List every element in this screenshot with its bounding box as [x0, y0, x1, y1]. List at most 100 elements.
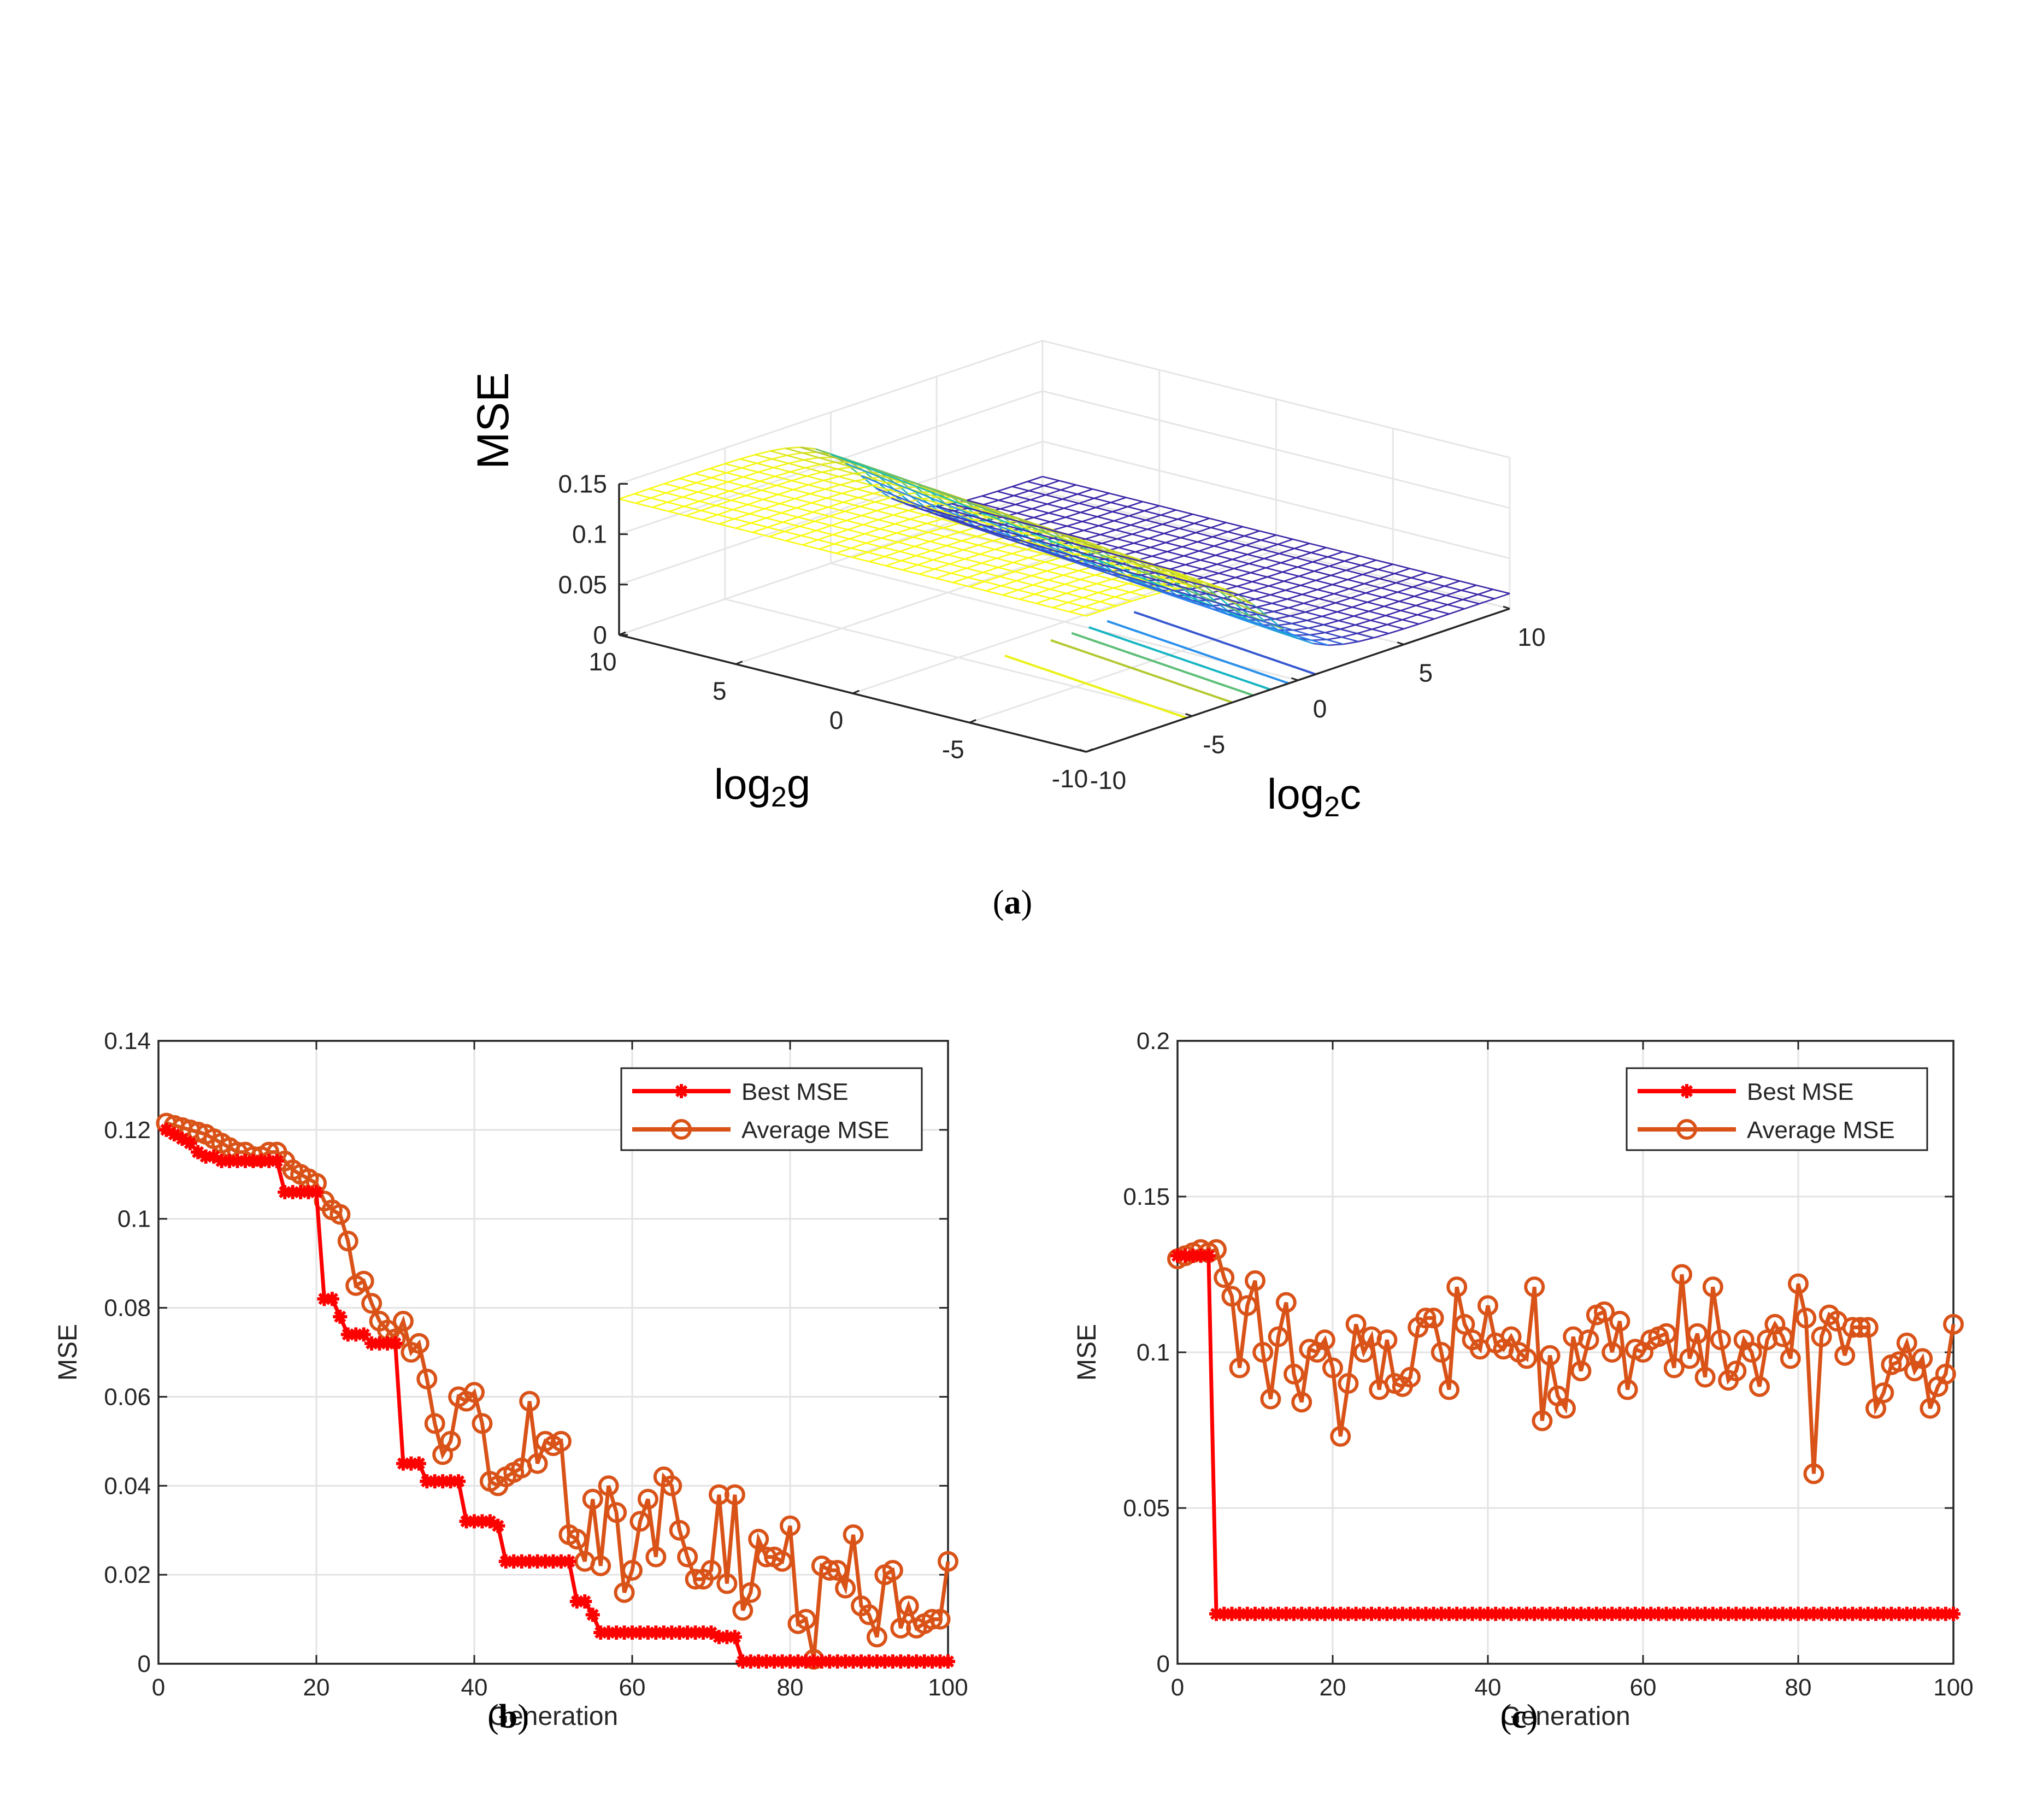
mesh-line [1185, 559, 1201, 566]
best-mse-marker [1535, 1606, 1550, 1621]
mesh-line [1051, 525, 1068, 531]
mesh-line [823, 475, 839, 481]
mesh-line [1162, 519, 1178, 525]
mesh-line [725, 458, 740, 464]
mesh-line [1323, 620, 1339, 626]
mesh-line [946, 540, 962, 546]
mesh-line [1128, 510, 1145, 517]
mesh-line [762, 493, 779, 500]
contour-line [1088, 626, 1271, 691]
best-mse-marker [443, 1474, 458, 1489]
mesh-line [807, 471, 822, 477]
best-mse-marker [640, 1625, 655, 1640]
best-mse-marker [1326, 1606, 1340, 1621]
average-mse-marker [614, 1582, 635, 1603]
average-mse-marker [1314, 1329, 1335, 1351]
average-mse-marker [732, 1600, 754, 1621]
mesh-line [864, 528, 880, 535]
y-tick-label: 0.2 [1137, 1028, 1170, 1055]
mesh-line [997, 486, 1012, 492]
mesh-line [760, 475, 775, 482]
mesh-line [758, 467, 774, 473]
mesh-line [945, 531, 961, 538]
best-mse-marker [711, 1630, 726, 1645]
best-mse-marker [743, 1654, 758, 1669]
best-mse-marker [317, 1292, 332, 1306]
mesh-line [913, 532, 929, 538]
mesh-line [1394, 568, 1410, 575]
mesh-line [1049, 584, 1066, 590]
average-mse-marker [1594, 1301, 1615, 1322]
average-mse-marker [1322, 1357, 1343, 1379]
best-mse-marker [191, 1145, 205, 1159]
best-mse-marker [1240, 1606, 1255, 1621]
mesh-line [993, 535, 1009, 541]
average-mse-marker [1275, 1292, 1297, 1313]
mesh-line [1082, 516, 1098, 522]
mesh-line [1296, 552, 1311, 559]
g-tick-label: 5 [713, 677, 727, 705]
average-mse-marker [1842, 1317, 1863, 1338]
mesh-line [951, 503, 1420, 625]
mesh-line [820, 462, 836, 466]
best-mse-marker [783, 1654, 797, 1669]
mesh-line [782, 516, 798, 523]
best-mse-marker [364, 1336, 379, 1351]
mesh-line [916, 550, 932, 557]
average-mse-marker [519, 1391, 540, 1412]
best-mse-marker [1636, 1606, 1650, 1621]
best-mse-marker [278, 1185, 292, 1199]
mesh-line [1232, 553, 1248, 561]
mesh-line [1253, 585, 1269, 592]
best-mse-marker [522, 1554, 537, 1569]
average-mse-marker [472, 1413, 493, 1434]
best-mse-marker [349, 1327, 363, 1342]
mesh-line [1028, 485, 1045, 492]
mesh-line [856, 485, 873, 490]
average-mse-marker [598, 1475, 619, 1497]
mesh-line [999, 570, 1015, 578]
best-mse-marker [420, 1474, 434, 1489]
mesh-line [1327, 551, 1344, 558]
mesh-line [1182, 541, 1198, 548]
mesh-line [963, 544, 979, 551]
mesh-line [734, 513, 750, 520]
best-mse-marker [1170, 1248, 1185, 1263]
best-mse-marker [1473, 1606, 1487, 1621]
average-mse-marker [780, 1515, 800, 1536]
mesh-line [1267, 571, 1283, 578]
mesh-line [938, 501, 954, 504]
best-mse-marker [617, 1625, 632, 1640]
average-mse-marker [337, 1230, 358, 1252]
mesh-line [1050, 516, 1066, 523]
mesh-line [1113, 582, 1129, 589]
average-mse-marker [1873, 1382, 1894, 1404]
best-mse-marker [309, 1185, 323, 1199]
caption-b: (b) [487, 1698, 529, 1735]
mesh-line [726, 467, 742, 474]
x-tick-label: 20 [1320, 1674, 1346, 1701]
best-mse-marker [1822, 1606, 1836, 1621]
best-mse-marker [1465, 1606, 1480, 1621]
mesh-line [1396, 577, 1412, 584]
best-mse-marker [1845, 1606, 1860, 1621]
mesh-line [778, 488, 794, 496]
mesh-line [1247, 549, 1263, 556]
g-tick [619, 631, 626, 636]
best-mse-marker [814, 1654, 829, 1669]
mesh-line [910, 514, 926, 520]
c-axis-label: log2c [1267, 770, 1361, 823]
g-tick [852, 690, 860, 694]
mesh-line [1068, 597, 1084, 604]
mesh-line [1305, 606, 1321, 613]
best-mse-marker [578, 1594, 592, 1609]
mesh-line [793, 484, 809, 491]
average-mse-marker [890, 1617, 911, 1639]
best-mse-marker [649, 1625, 663, 1640]
mesh-line [1449, 608, 1465, 615]
best-mse-marker [1349, 1606, 1363, 1621]
mesh-line [779, 498, 796, 505]
best-mse-marker [1736, 1606, 1751, 1621]
best-mse-marker [175, 1132, 190, 1146]
best-mse-marker [1356, 1606, 1371, 1621]
